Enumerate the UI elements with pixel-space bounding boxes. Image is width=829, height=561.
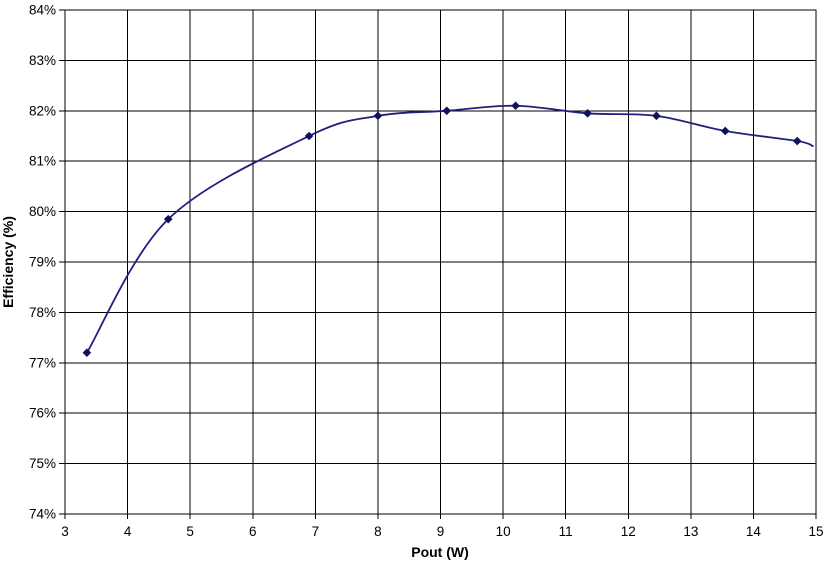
x-tick-label: 13 [683,524,698,539]
data-point-marker [304,131,314,141]
data-point-marker [511,101,520,111]
x-tick-label: 15 [808,524,823,539]
data-point-marker [373,111,383,121]
x-tick-label: 12 [621,524,636,539]
y-tick-label: 79% [29,255,56,270]
x-tick-label: 6 [249,524,257,539]
x-tick-label: 3 [61,524,69,539]
data-point-marker [720,126,730,136]
y-tick-label: 81% [29,154,56,169]
y-tick-label: 83% [29,53,56,68]
y-tick-label: 77% [29,355,56,370]
y-axis-title: Efficiency (%) [0,216,16,308]
x-tick-label: 7 [312,524,320,539]
x-tick-label: 4 [124,524,132,539]
y-tick-label: 78% [29,305,56,320]
x-tick-label: 14 [746,524,762,539]
x-tick-label: 10 [496,524,511,539]
efficiency-line [86,104,814,354]
y-tick-label: 74% [29,507,56,522]
data-point-marker [652,111,661,121]
x-axis-title: Pout (W) [411,544,469,560]
data-point-marker [163,214,173,224]
x-tick-label: 9 [437,524,445,539]
plot-area-border [64,9,817,515]
data-point-marker [82,348,92,358]
data-point-marker [792,136,802,146]
y-tick-label: 84% [29,3,56,18]
x-tick-label: 11 [559,524,573,539]
y-tick-label: 82% [29,103,56,118]
y-tick-label: 75% [29,456,56,471]
x-tick-label: 8 [374,524,382,539]
y-tick-label: 76% [29,406,56,421]
data-point-marker [583,109,592,118]
y-tick-label: 80% [29,204,56,219]
data-point-marker [442,106,452,116]
x-tick-label: 5 [186,524,194,539]
